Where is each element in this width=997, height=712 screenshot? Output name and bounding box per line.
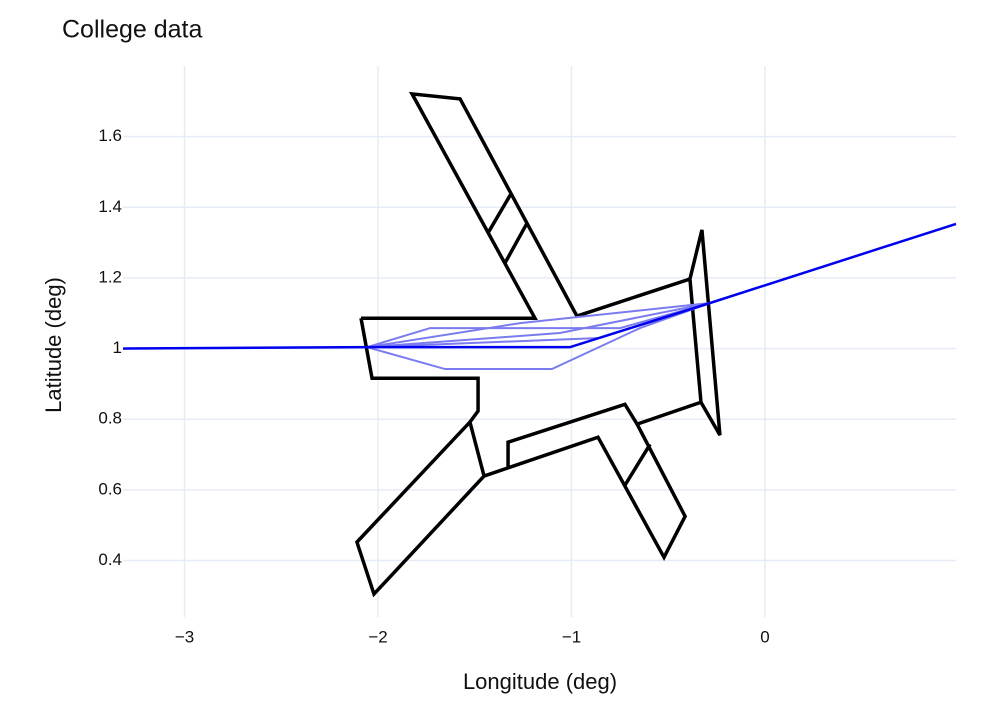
y-tick-label: 1.4 (98, 197, 122, 216)
x-tick-label: 0 (760, 627, 769, 646)
y-tick-label: 1 (113, 338, 122, 357)
line (122, 222, 957, 350)
y-tick-label: 0.4 (98, 550, 122, 569)
x-tick-label: −3 (175, 627, 194, 646)
line (366, 302, 711, 349)
y-axis-title: Latitude (deg) (41, 277, 66, 413)
x-axis-title: Longitude (deg) (463, 669, 617, 694)
chart-title: College data (62, 16, 202, 44)
y-tick-label: 1.6 (98, 126, 122, 145)
line (366, 302, 711, 349)
line (366, 302, 711, 349)
line (354, 91, 722, 598)
line (366, 302, 711, 349)
y-tick-label: 0.8 (98, 409, 122, 428)
line (366, 302, 711, 371)
x-tick-label: −1 (562, 627, 581, 646)
y-tick-label: 1.2 (98, 267, 122, 286)
x-tick-label: −2 (368, 627, 387, 646)
y-tick-label: 0.6 (98, 479, 122, 498)
